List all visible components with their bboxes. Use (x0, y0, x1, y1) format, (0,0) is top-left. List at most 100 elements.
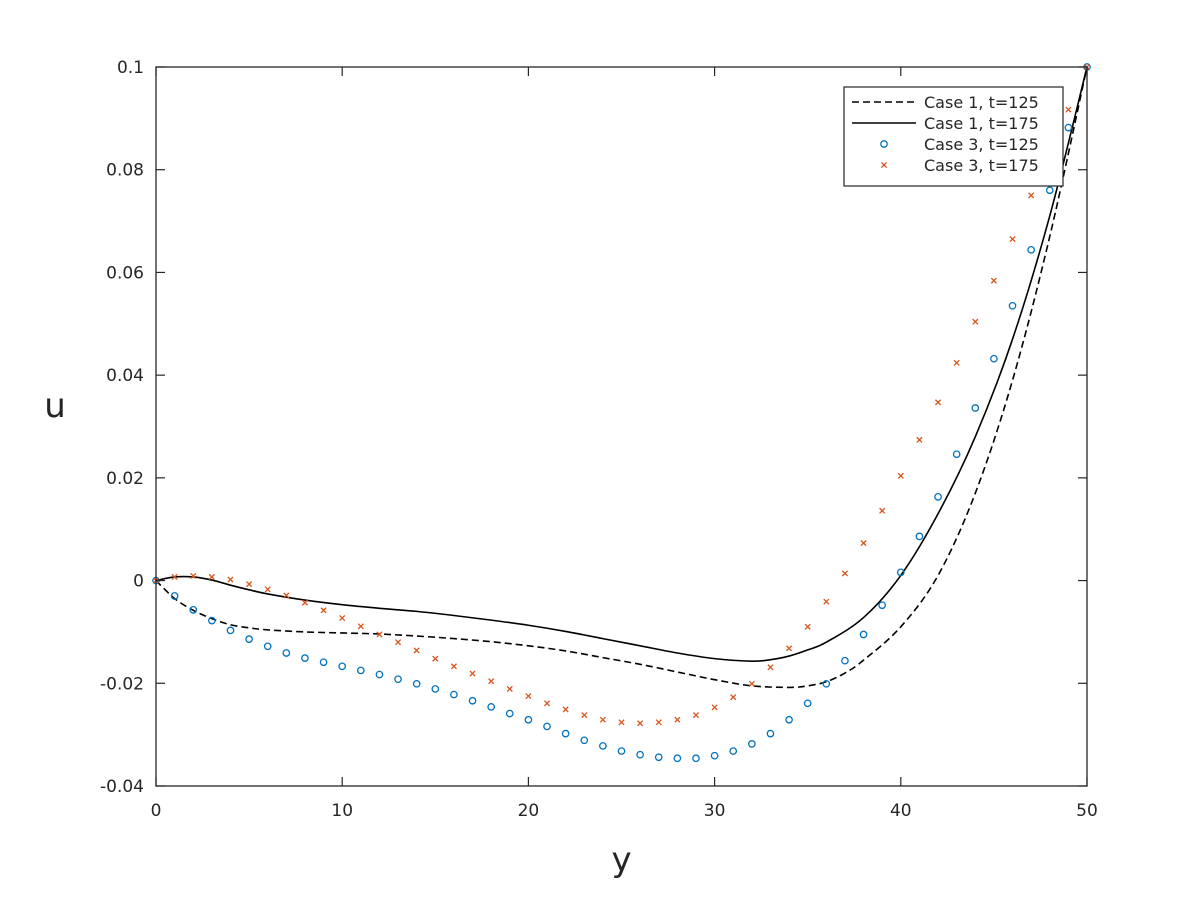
plot-area (152, 63, 1091, 763)
circle-marker (338, 662, 347, 671)
circle-marker (319, 658, 328, 667)
x-marker (934, 399, 942, 406)
circle-marker (1027, 245, 1035, 254)
x-marker (432, 655, 439, 662)
x-marker (227, 576, 234, 583)
circle-marker (245, 635, 253, 643)
circle-marker (747, 740, 756, 748)
y-tick-label: 0.1 (117, 58, 144, 78)
x-marker (525, 693, 532, 700)
y-tick-label: 0.02 (106, 469, 144, 489)
y-tick-label: 0.04 (106, 366, 144, 386)
x-tick-label: 30 (704, 801, 726, 821)
x-marker (171, 573, 178, 581)
x-marker (562, 706, 569, 713)
x-marker (339, 615, 346, 622)
x-marker (711, 704, 718, 711)
dashed-series-line (155, 66, 1088, 689)
x-tick-labels: 0 10 20 30 40 50 (151, 801, 1098, 821)
circle-marker (487, 703, 496, 711)
x-marker (264, 586, 271, 593)
x-tick-label: 40 (890, 801, 912, 821)
x-marker (413, 647, 420, 654)
x-marker (953, 359, 960, 366)
series-2 (155, 66, 1088, 663)
x-marker (804, 623, 811, 630)
x-marker (990, 277, 997, 284)
x-marker (972, 318, 979, 325)
circle-marker (208, 616, 216, 625)
x-marker (767, 664, 774, 671)
y-tick-label: 0.08 (106, 161, 144, 181)
x-marker (450, 663, 457, 670)
circle-marker (356, 666, 365, 675)
circle-marker (859, 630, 868, 639)
x-marker (879, 507, 886, 514)
x-tick-label: 0 (151, 801, 162, 821)
x-marker (488, 678, 495, 685)
circle-marker (915, 532, 924, 541)
circle-marker (636, 750, 644, 759)
x-marker (674, 716, 681, 723)
x-marker (655, 719, 662, 726)
circle-marker (282, 649, 291, 657)
circle-marker (617, 747, 626, 755)
circle-marker (1064, 123, 1073, 132)
x-marker (860, 540, 867, 547)
legend-label: Case 3, t=125 (924, 135, 1039, 154)
x-marker (916, 436, 923, 443)
tick-marks (155, 66, 1088, 787)
x-marker (599, 716, 606, 723)
axes-frame (155, 66, 1088, 787)
solid-series-line (155, 66, 1088, 663)
circle-marker (896, 568, 905, 577)
legend-swatch-circle (880, 140, 888, 148)
x-marker (246, 581, 253, 588)
circle-marker (952, 450, 961, 459)
circle-marker (189, 605, 198, 614)
x-marker (357, 623, 364, 630)
x-tick-label: 50 (1076, 801, 1098, 821)
x-marker (469, 670, 476, 677)
circle-marker (226, 626, 235, 635)
x-marker (618, 719, 625, 726)
circle-marker (1045, 186, 1054, 195)
x-marker (786, 645, 793, 652)
circle-marker (263, 642, 272, 651)
y-tick-label: -0.02 (100, 674, 144, 694)
x-marker (1028, 192, 1035, 199)
y-tick-label: -0.04 (100, 777, 144, 797)
circle-marker (505, 709, 514, 718)
x-marker (823, 598, 830, 605)
y-tick-labels: -0.04 -0.02 0 0.02 0.04 0.06 0.08 0.1 (100, 58, 144, 797)
circle-marker (729, 747, 738, 755)
x-marker (897, 472, 904, 479)
circle-marker (822, 679, 831, 688)
circle-marker (468, 696, 477, 705)
circle-marker (692, 754, 700, 763)
circle-marker (375, 670, 384, 679)
x-axis-title: y (611, 840, 631, 880)
circle-marker (990, 354, 998, 363)
legend-label: Case 3, t=175 (924, 156, 1039, 175)
x-tick-label: 20 (518, 801, 540, 821)
circle-marker (710, 751, 719, 760)
x-marker (637, 720, 644, 727)
circle-marker (654, 753, 663, 762)
series-3 (152, 63, 1091, 763)
x-marker (841, 570, 848, 577)
x-marker (692, 712, 700, 719)
x-marker (581, 712, 588, 719)
circle-marker (599, 742, 607, 750)
y-axis-title: u (44, 386, 66, 426)
legend-box (843, 86, 1064, 187)
y-tick-label: 0 (133, 572, 144, 592)
x-marker (1065, 106, 1072, 113)
circle-marker (524, 715, 533, 724)
series-4 (152, 63, 1091, 727)
y-tick-label: 0.06 (106, 263, 144, 283)
circle-marker (803, 699, 812, 708)
x-marker (730, 694, 737, 701)
circle-marker (878, 601, 887, 610)
